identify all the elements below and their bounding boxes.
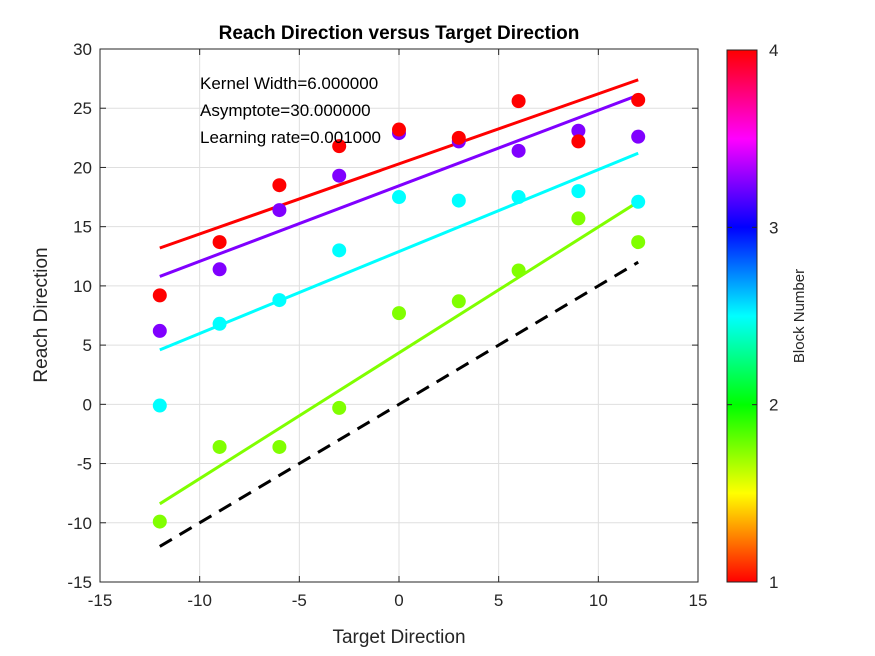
x-tick-label: -5 [292,591,307,610]
annotation-text: Asymptote=30.000000 [200,101,371,120]
colorbar-label: Block Number [791,269,808,363]
colorbar-tick-label: 2 [769,396,778,415]
annotation-text: Learning rate=0.001000 [200,128,381,147]
identity-reference-line [159,260,639,548]
fit-line-block-3 [159,93,639,278]
data-point-block-2 [212,316,227,331]
data-point-block-3 [631,129,646,144]
data-point-block-1 [272,439,287,454]
data-point-block-2 [152,398,167,413]
chart-title: Reach Direction versus Target Direction [219,23,580,44]
y-axis-label: Reach Direction [31,247,52,382]
data-point-block-1 [152,514,167,529]
y-tick-label: -5 [77,455,92,474]
data-point-block-3 [152,323,167,338]
x-tick-label: -15 [88,591,113,610]
colorbar-tick-label: 4 [769,41,778,60]
data-point-block-2 [332,243,347,258]
data-point-block-3 [511,143,526,158]
data-point-block-2 [631,194,646,209]
fit-line-block-2 [159,151,639,352]
y-tick-label: 20 [73,158,92,177]
data-point-block-1 [332,400,347,415]
colorbar-tick-label: 1 [769,573,778,592]
colorbar-ticks: 1 2 3 4 [727,41,778,592]
y-tick-label: 15 [73,218,92,237]
annotation-text: Kernel Width=6.000000 [200,74,378,93]
data-point-block-1 [511,263,526,278]
colorbar [726,49,758,583]
x-tick-label: 0 [394,591,403,610]
y-tick-label: 30 [73,40,92,59]
data-point-block-1 [451,294,466,309]
x-tick-label: 10 [589,591,608,610]
data-point-block-4 [392,122,406,137]
data-point-block-4 [571,134,586,149]
data-point-block-2 [272,293,287,308]
y-tick-label: 25 [73,99,92,118]
y-tick-labels: -15 -10 -5 0 5 10 15 20 25 30 [67,40,92,592]
fit-line-block-4 [159,78,639,250]
data-point-block-4 [631,92,646,107]
data-point-block-4 [152,288,167,303]
annotation-block: Kernel Width=6.000000 Asymptote=30.000000… [200,74,381,147]
data-point-block-1 [392,306,406,321]
data-point-block-4 [511,94,526,109]
y-tick-label: -10 [67,514,92,533]
chart-marks [152,78,646,548]
x-tick-label: 5 [494,591,503,610]
data-point-block-3 [332,168,347,183]
colorbar-tick-label: 3 [769,218,778,237]
x-tick-label: 15 [689,591,708,610]
data-point-block-4 [451,130,466,145]
data-point-block-2 [451,193,466,208]
data-point-block-4 [212,235,227,250]
y-tick-label: 0 [83,395,92,414]
data-point-block-4 [332,139,347,154]
tick-marks [99,48,699,583]
data-point-block-3 [212,262,227,277]
y-tick-label: 10 [73,277,92,296]
fit-line-block-1 [158,200,640,506]
data-point-block-2 [571,184,586,199]
data-point-block-4 [272,178,287,193]
data-point-block-3 [272,203,287,218]
data-point-block-1 [631,235,646,250]
y-tick-label: 5 [83,336,92,355]
data-point-block-2 [392,190,406,205]
data-point-block-3 [571,123,586,138]
data-point-block-1 [212,439,227,454]
data-point-block-1 [571,211,586,226]
data-point-block-2 [511,190,526,205]
x-tick-label: -10 [187,591,212,610]
x-axis-label: Target Direction [332,627,465,648]
x-tick-labels: -15 -10 -5 0 5 10 15 [88,591,708,610]
y-tick-label: -15 [67,573,92,592]
